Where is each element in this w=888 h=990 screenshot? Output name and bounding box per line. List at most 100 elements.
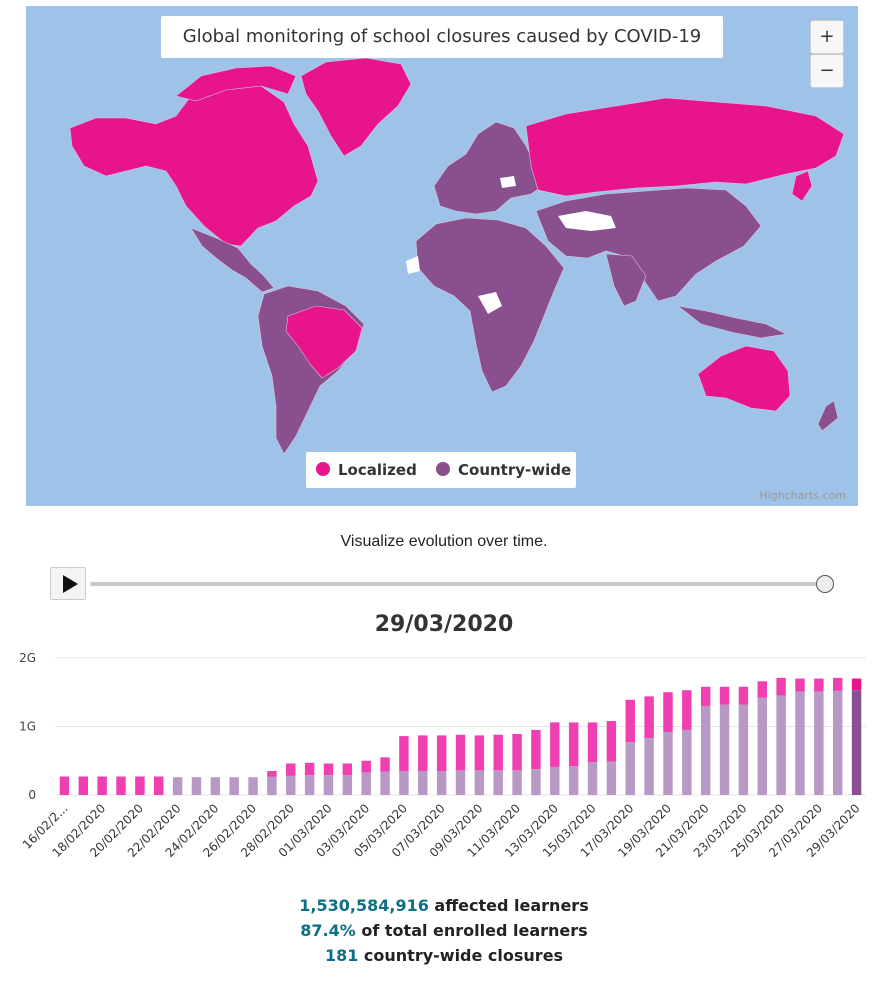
country-asia[interactable]: [535, 187, 762, 302]
world-map[interactable]: Global monitoring of school closures cau…: [26, 6, 858, 506]
bar-localized[interactable]: [512, 734, 522, 771]
bar-country-wide[interactable]: [342, 775, 353, 795]
bar-localized[interactable]: [606, 721, 617, 762]
bar-localized[interactable]: [323, 763, 334, 776]
bar-country-wide[interactable]: [531, 768, 541, 795]
legend-item-country-wide[interactable]: Country-wide: [436, 452, 571, 488]
bar-country-wide[interactable]: [776, 695, 786, 795]
bar-country-wide[interactable]: [455, 770, 466, 795]
country-arctic-islands[interactable]: [175, 65, 297, 102]
bar-localized[interactable]: [267, 771, 277, 777]
bar-localized[interactable]: [418, 735, 428, 772]
bar-country-wide[interactable]: [436, 771, 447, 795]
bar-localized[interactable]: [474, 735, 485, 771]
country-no-data-belarus[interactable]: [500, 176, 516, 188]
bar-localized[interactable]: [455, 734, 466, 771]
legend-item-localized[interactable]: Localized: [316, 452, 417, 488]
bar-localized[interactable]: [78, 776, 89, 795]
bar-country-wide[interactable]: [587, 762, 598, 795]
bar-country-wide[interactable]: [304, 775, 315, 795]
bar-localized[interactable]: [286, 763, 296, 776]
bar-country-wide[interactable]: [286, 775, 296, 795]
country-no-data-central-asia[interactable]: [558, 211, 616, 231]
timeline-slider-track[interactable]: [90, 582, 825, 586]
bar-country-wide[interactable]: [738, 704, 749, 795]
bar-localized[interactable]: [795, 678, 805, 692]
bar-localized[interactable]: [738, 686, 749, 705]
bar-country-wide[interactable]: [248, 777, 258, 795]
country-no-data-west-africa[interactable]: [406, 256, 420, 274]
bar-localized[interactable]: [757, 681, 767, 698]
bar-localized[interactable]: [568, 722, 579, 767]
bar-country-wide[interactable]: [568, 766, 579, 795]
bar-localized[interactable]: [550, 722, 560, 767]
bar-country-wide[interactable]: [625, 742, 635, 795]
bar-country-wide[interactable]: [229, 777, 239, 795]
bar-localized[interactable]: [625, 699, 635, 743]
bar-localized[interactable]: [154, 776, 164, 795]
bar-country-wide[interactable]: [550, 766, 560, 795]
zoom-out-button[interactable]: −: [810, 54, 844, 88]
country-north-america[interactable]: [69, 83, 319, 247]
country-russia[interactable]: [525, 97, 845, 197]
bar-localized[interactable]: [719, 686, 730, 705]
timeline-slider-handle[interactable]: [816, 575, 834, 593]
country-greenland[interactable]: [300, 57, 412, 157]
bar-country-wide[interactable]: [210, 777, 221, 795]
country-no-data-central-africa[interactable]: [478, 292, 502, 314]
country-new-zealand[interactable]: [817, 400, 839, 432]
bar-country-wide[interactable]: [814, 691, 824, 795]
bar-localized[interactable]: [399, 736, 409, 772]
map-canvas[interactable]: [26, 6, 858, 506]
bar-country-wide[interactable]: [644, 738, 654, 795]
bar-localized[interactable]: [682, 690, 692, 730]
bar-localized[interactable]: [531, 729, 541, 769]
bar-country-wide[interactable]: [512, 770, 522, 795]
bar-country-wide[interactable]: [663, 731, 673, 795]
bar-localized[interactable]: [380, 757, 390, 772]
country-india[interactable]: [605, 253, 647, 307]
bar-localized[interactable]: [361, 760, 371, 773]
bar-country-wide[interactable]: [493, 770, 503, 795]
bar-country-wide[interactable]: [267, 776, 277, 795]
bar-country-wide[interactable]: [399, 771, 409, 795]
highcharts-credit-link[interactable]: Highcharts.com: [759, 489, 846, 502]
country-japan[interactable]: [791, 170, 813, 202]
bar-country-wide[interactable]: [719, 704, 730, 795]
play-button[interactable]: [50, 567, 86, 600]
bar-localized[interactable]: [493, 734, 503, 771]
bar-localized[interactable]: [135, 776, 145, 795]
bar-localized[interactable]: [851, 678, 862, 691]
bar-localized[interactable]: [814, 678, 824, 692]
bar-localized[interactable]: [587, 722, 598, 763]
bar-country-wide[interactable]: [795, 691, 805, 795]
bar-country-wide[interactable]: [172, 777, 183, 795]
bar-country-wide[interactable]: [606, 761, 617, 795]
bar-country-wide[interactable]: [323, 775, 334, 795]
bar-localized[interactable]: [304, 762, 315, 776]
bar-localized[interactable]: [116, 776, 126, 795]
bar-country-wide[interactable]: [418, 771, 428, 795]
bar-country-wide[interactable]: [851, 690, 862, 795]
zoom-in-button[interactable]: +: [810, 20, 844, 54]
bar-country-wide[interactable]: [757, 697, 767, 795]
bar-localized[interactable]: [700, 686, 711, 706]
bar-localized[interactable]: [59, 776, 70, 795]
bar-country-wide[interactable]: [700, 705, 711, 795]
bar-country-wide[interactable]: [380, 771, 390, 795]
bar-country-wide[interactable]: [832, 690, 843, 795]
bar-localized[interactable]: [776, 677, 786, 696]
country-mexico-central-america[interactable]: [190, 227, 275, 293]
bar-localized[interactable]: [644, 696, 654, 739]
country-brazil[interactable]: [285, 305, 363, 379]
bar-localized[interactable]: [342, 763, 353, 776]
bar-localized[interactable]: [97, 776, 107, 795]
country-southeast-asia[interactable]: [677, 305, 787, 339]
bar-country-wide[interactable]: [474, 770, 485, 795]
bar-country-wide[interactable]: [682, 729, 692, 795]
bar-country-wide[interactable]: [361, 772, 371, 795]
country-australia[interactable]: [697, 345, 791, 412]
bar-country-wide[interactable]: [191, 777, 202, 795]
bar-localized[interactable]: [436, 735, 447, 772]
bar-localized[interactable]: [663, 692, 673, 732]
